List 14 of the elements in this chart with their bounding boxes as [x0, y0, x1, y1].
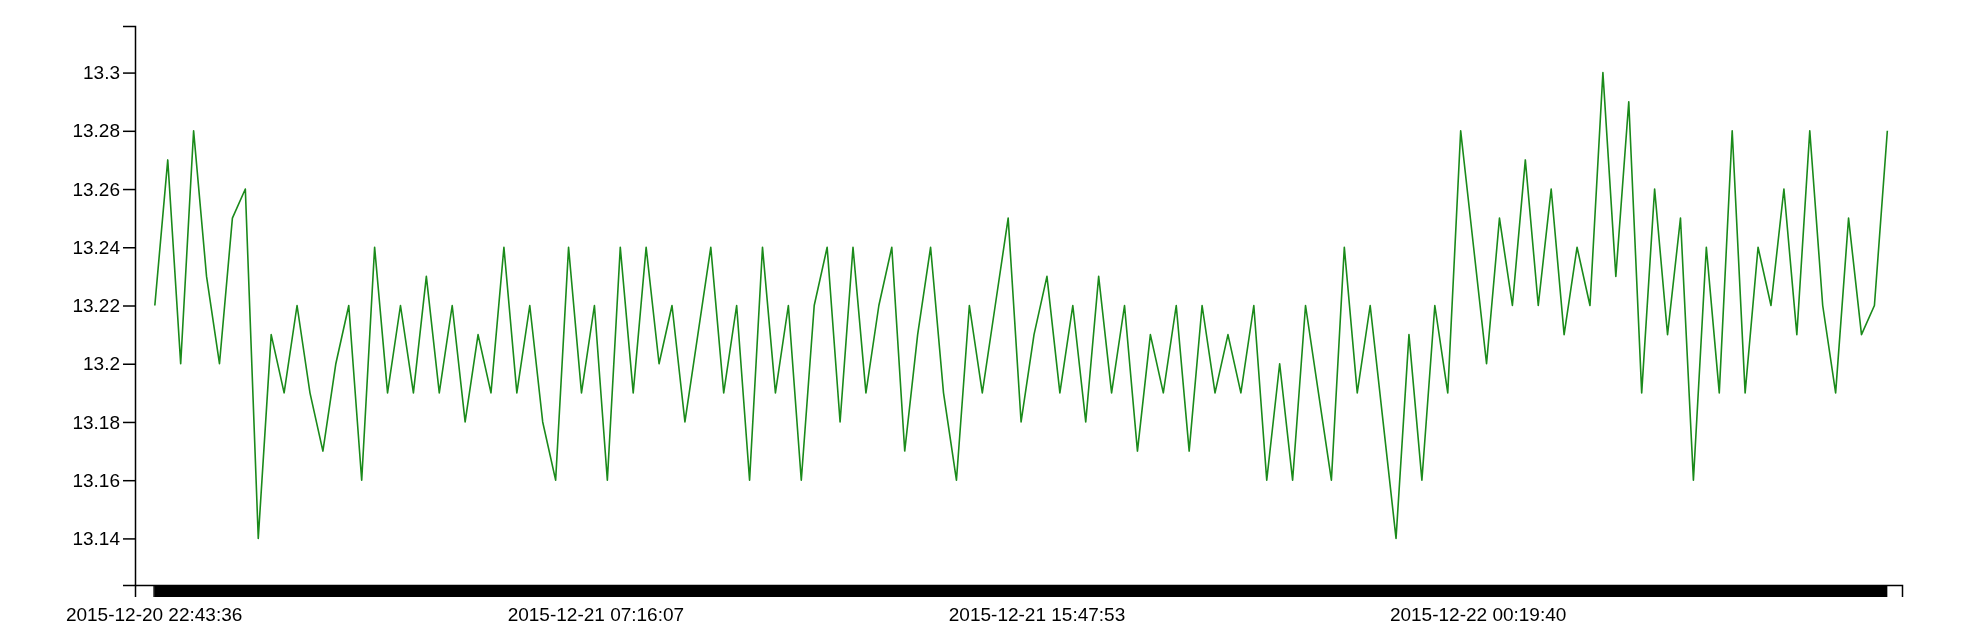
y-tick-label: 13.3: [83, 62, 120, 84]
x-tick-label: 2015-12-21 15:47:53: [948, 603, 1126, 625]
y-tick-label: 13.2: [83, 353, 120, 375]
y-tick-label: 13.18: [72, 411, 120, 433]
y-tick-label: 13.22: [72, 295, 120, 317]
x-tick-label: 2015-12-20 22:43:36: [65, 603, 243, 625]
x-tick-label: 2015-12-21 07:16:07: [507, 603, 685, 625]
y-tick-label: 13.28: [72, 120, 120, 142]
y-tick-label: 13.24: [72, 236, 121, 258]
x-tick-label: 2015-12-22 00:19:40: [1389, 603, 1567, 625]
y-tick-label: 13.16: [72, 469, 120, 491]
y-tick-label: 13.26: [72, 178, 120, 200]
line-series: [154, 71, 1889, 540]
y-tick-label: 13.14: [72, 528, 121, 549]
